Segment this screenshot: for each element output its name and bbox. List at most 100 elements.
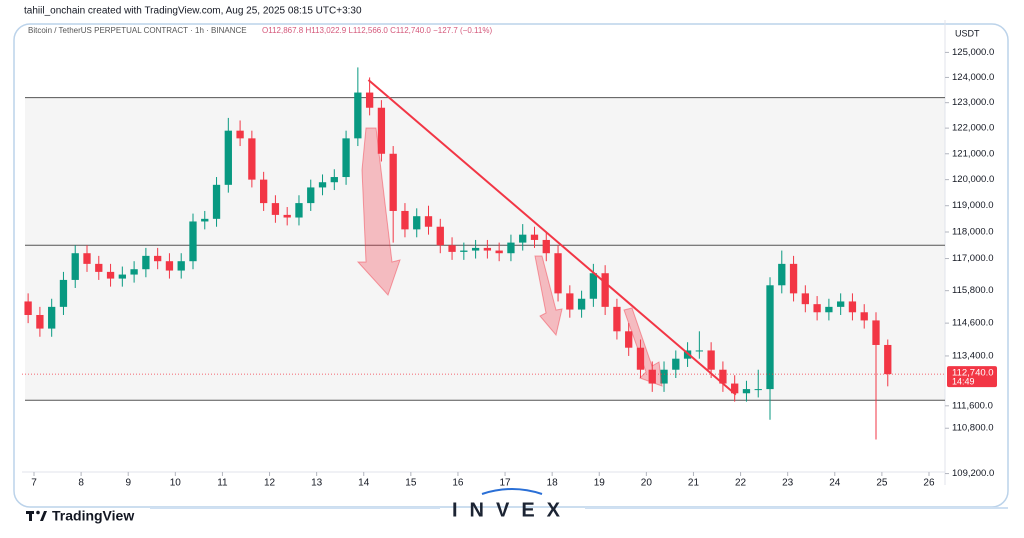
- candle-body: [95, 263, 103, 272]
- candle-body: [801, 293, 809, 305]
- candle-body: [354, 92, 362, 139]
- candle-body: [672, 358, 680, 370]
- candle-body: [625, 331, 633, 348]
- x-tick-label: 21: [688, 478, 700, 489]
- watermark: INVEX: [452, 499, 572, 521]
- x-tick-label: 11: [217, 478, 228, 489]
- x-tick-label: 16: [452, 478, 464, 489]
- x-tick-label: 9: [125, 478, 131, 489]
- candle-body: [860, 312, 868, 321]
- candle-body: [424, 216, 433, 227]
- candle-body: [106, 271, 115, 279]
- candle-body: [212, 184, 221, 219]
- candle-body: [318, 182, 327, 188]
- y-tick-label: 125,000.0: [952, 47, 994, 58]
- candle-body: [401, 210, 409, 230]
- candle-body: [884, 344, 892, 375]
- candle-body: [872, 320, 880, 345]
- candle-body: [495, 250, 503, 254]
- brand-name: TradingView: [52, 508, 134, 524]
- logo-part: [36, 510, 40, 515]
- y-tick-label: 117,000.0: [952, 253, 994, 264]
- candle-body: [471, 247, 480, 251]
- x-tick-label: 20: [641, 478, 653, 489]
- y-tick-label: 121,000.0: [952, 148, 994, 159]
- candle-body: [754, 389, 762, 391]
- candle-body: [236, 130, 244, 139]
- candle-body: [307, 187, 315, 204]
- candle-body: [330, 177, 338, 183]
- y-tick-label: 120,000.0: [952, 174, 994, 185]
- trendline: [367, 79, 737, 396]
- candle-body: [295, 203, 303, 218]
- x-tick-label: 22: [735, 478, 747, 489]
- x-tick-label: 19: [594, 478, 606, 489]
- x-tick-label: 25: [876, 478, 888, 489]
- y-tick-label: 113,400.0: [952, 350, 994, 361]
- x-tick-label: 8: [78, 478, 84, 489]
- candle-body: [48, 306, 56, 329]
- candle-body: [577, 298, 586, 310]
- candle-body: [589, 273, 598, 299]
- x-tick-label: 18: [547, 478, 559, 489]
- candle-body: [224, 130, 232, 185]
- candle-body: [566, 293, 574, 310]
- candle-body: [707, 350, 715, 370]
- candle-body: [554, 253, 562, 294]
- y-tick-label: 122,000.0: [952, 123, 994, 134]
- candle-body: [448, 245, 456, 252]
- y-tick-label: 118,000.0: [952, 227, 994, 238]
- ohlc-label: O112,867.8 H113,022.9 L112,566.0 C112,74…: [262, 26, 492, 35]
- x-tick-label: 7: [31, 478, 37, 489]
- candle-body: [377, 107, 386, 154]
- y-tick-label: 123,000.0: [952, 97, 994, 108]
- candle-body: [519, 234, 527, 243]
- candle-body: [601, 273, 609, 307]
- x-tick-label: 24: [829, 478, 841, 489]
- last-price-box: [947, 366, 997, 388]
- candle-body: [742, 389, 751, 394]
- y-tick-label: 111,600.0: [952, 400, 993, 411]
- y-tick-label: 114,600.0: [952, 318, 994, 329]
- candle-body: [283, 214, 291, 218]
- candle-body: [778, 263, 786, 286]
- plot: 125,000.0 124,000.0 123,000.0 122,000.0 121,…: [22, 20, 997, 489]
- candle-body: [460, 250, 468, 252]
- candle-body: [142, 255, 150, 270]
- symbol-label: Bitcoin / TetherUS PERPETUAL CONTRACT · …: [28, 26, 247, 35]
- candle-body: [848, 301, 857, 313]
- candle-body: [71, 253, 79, 280]
- arrow: [534, 255, 563, 337]
- candle-body: [660, 369, 668, 384]
- candle-body: [36, 314, 44, 329]
- candle-body: [613, 306, 621, 332]
- brand-logo: [26, 510, 47, 521]
- frame: [13, 23, 1009, 508]
- x-tick-label: 15: [405, 478, 417, 489]
- candle-body: [542, 239, 550, 254]
- y-tick-label: 124,000.0: [952, 72, 994, 83]
- x-tick-label: 12: [264, 478, 276, 489]
- candle-body: [413, 216, 421, 230]
- candle-body: [365, 92, 374, 108]
- y-tick-label: 115,800.0: [952, 285, 994, 296]
- last-price-label: 112,740.0: [952, 368, 994, 379]
- x-tick-label: 10: [170, 478, 182, 489]
- watermark-swoosh: [481, 488, 543, 495]
- logo-part: [29, 511, 32, 521]
- candle-body: [719, 369, 727, 384]
- candle-body: [837, 301, 845, 307]
- y-tick-label: 119,000.0: [952, 200, 994, 211]
- candle-body: [165, 261, 174, 271]
- candle-body: [648, 369, 656, 384]
- arrow: [356, 127, 401, 296]
- candle-body: [695, 350, 704, 352]
- candle-body: [154, 255, 162, 262]
- candle-body: [118, 274, 126, 279]
- candle-body: [259, 179, 268, 204]
- y-tick-label: 110,800.0: [952, 423, 994, 434]
- arrow: [623, 307, 663, 387]
- countdown-label: 14:49: [952, 377, 975, 387]
- candle-body: [766, 285, 774, 390]
